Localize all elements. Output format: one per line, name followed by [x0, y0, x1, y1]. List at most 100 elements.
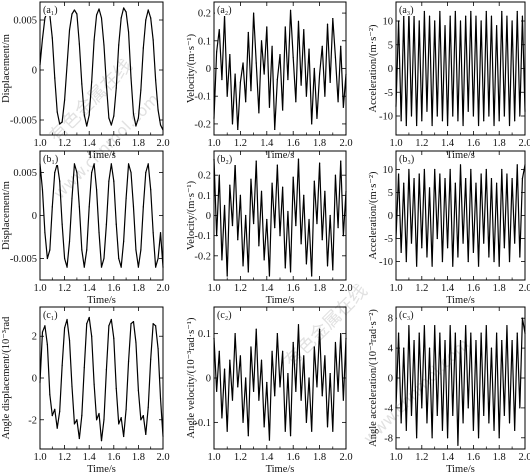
data-point	[162, 129, 164, 131]
data-point	[263, 259, 265, 261]
x-axis-label: Time/s	[87, 295, 116, 306]
data-point	[95, 189, 98, 191]
chart-panel-c3: 1.0 1.2 1.4 1.6 1.8 2.0 -8 -4 0 4 8 (c₃) Time/s Angle…	[368, 306, 530, 473]
data-point	[337, 101, 339, 103]
data-point	[150, 17, 152, 19]
x-tick-label: 1.4	[260, 283, 274, 294]
data-point	[142, 47, 144, 49]
data-point	[300, 243, 302, 245]
data-point	[521, 15, 524, 17]
data-point	[95, 419, 98, 421]
data-point	[113, 337, 115, 339]
data-point	[472, 115, 474, 117]
data-point	[413, 340, 415, 342]
data-point	[282, 109, 284, 111]
x-tick-label: 1.2	[415, 452, 428, 463]
data-point	[508, 260, 511, 263]
data-point	[462, 124, 464, 127]
data-point	[258, 399, 260, 401]
data-point	[274, 226, 276, 229]
y-tick-label: 0.2	[198, 9, 211, 20]
data-point	[345, 73, 347, 75]
data-point	[403, 182, 405, 184]
data-point	[292, 56, 294, 59]
x-tick-label: 1.4	[260, 452, 274, 463]
data-point	[395, 237, 397, 240]
data-point	[155, 325, 157, 327]
data-point	[436, 414, 438, 416]
y-tick-label: 0.005	[13, 16, 37, 27]
data-point	[108, 325, 110, 327]
data-point	[300, 84, 302, 86]
data-point	[76, 419, 78, 421]
data-point	[519, 256, 521, 258]
data-point	[319, 162, 321, 164]
data-point	[465, 15, 467, 17]
data-point	[457, 444, 459, 446]
data-point	[44, 325, 46, 327]
data-point	[337, 390, 339, 392]
data-point	[467, 110, 469, 112]
data-point	[103, 257, 105, 260]
data-point	[516, 10, 518, 13]
data-point	[115, 87, 117, 89]
data-point	[88, 206, 90, 208]
data-point	[498, 265, 500, 267]
data-point	[477, 437, 480, 439]
data-point	[100, 440, 103, 442]
data-point	[263, 73, 265, 75]
x-tick-label: 2.0	[339, 283, 352, 294]
panel-label: (c₃)	[399, 310, 414, 321]
series-line	[39, 316, 164, 442]
data-point	[162, 266, 164, 268]
x-tick-label: 1.4	[260, 138, 274, 149]
data-point	[439, 10, 441, 13]
data-point	[268, 106, 271, 108]
data-point	[316, 117, 318, 119]
data-point	[237, 239, 239, 241]
data-point	[324, 355, 326, 357]
y-tick-label: 0.1	[198, 329, 211, 340]
data-point	[345, 337, 347, 339]
chart-panel-b2: 1.0 1.2 1.4 1.6 1.8 2.0 -0.2 -0.1 0 0.1 0.2 (b₂) Tim…	[186, 150, 353, 306]
data-point	[88, 316, 90, 319]
data-point	[132, 321, 135, 323]
data-point	[108, 117, 110, 119]
data-point	[68, 339, 71, 342]
y-tick-label: 0.1	[198, 191, 211, 202]
data-point	[449, 168, 451, 171]
data-point	[255, 160, 257, 162]
x-tick-label: 1.8	[493, 452, 506, 463]
data-point	[305, 95, 307, 97]
data-point	[159, 398, 162, 400]
data-point	[514, 242, 516, 244]
y-tick-label: 0	[206, 211, 211, 222]
x-tick-label: 1.8	[132, 138, 145, 149]
data-point	[447, 124, 449, 127]
data-point	[81, 83, 83, 85]
data-point	[64, 327, 66, 329]
data-point	[493, 260, 495, 263]
y-tick-label: 5	[388, 188, 393, 199]
panel-label-bg	[41, 3, 63, 16]
x-tick-label: 1.2	[415, 138, 428, 149]
data-point	[115, 223, 117, 225]
y-tick-label: -10	[379, 112, 393, 123]
data-point	[247, 271, 249, 273]
data-point	[305, 421, 307, 423]
data-point	[444, 25, 446, 27]
panel-label-bg	[41, 308, 63, 321]
data-point	[462, 242, 464, 244]
data-point	[242, 62, 244, 64]
data-point	[263, 426, 265, 428]
data-point	[54, 408, 56, 410]
data-point	[118, 423, 120, 425]
x-tick-label: 1.6	[287, 452, 300, 463]
data-point	[516, 332, 518, 334]
data-point	[303, 29, 305, 31]
data-point	[498, 437, 500, 439]
data-point	[150, 189, 152, 191]
data-point	[213, 117, 215, 119]
x-tick-label: 1.0	[389, 138, 402, 149]
x-tick-label: 1.0	[207, 452, 220, 463]
